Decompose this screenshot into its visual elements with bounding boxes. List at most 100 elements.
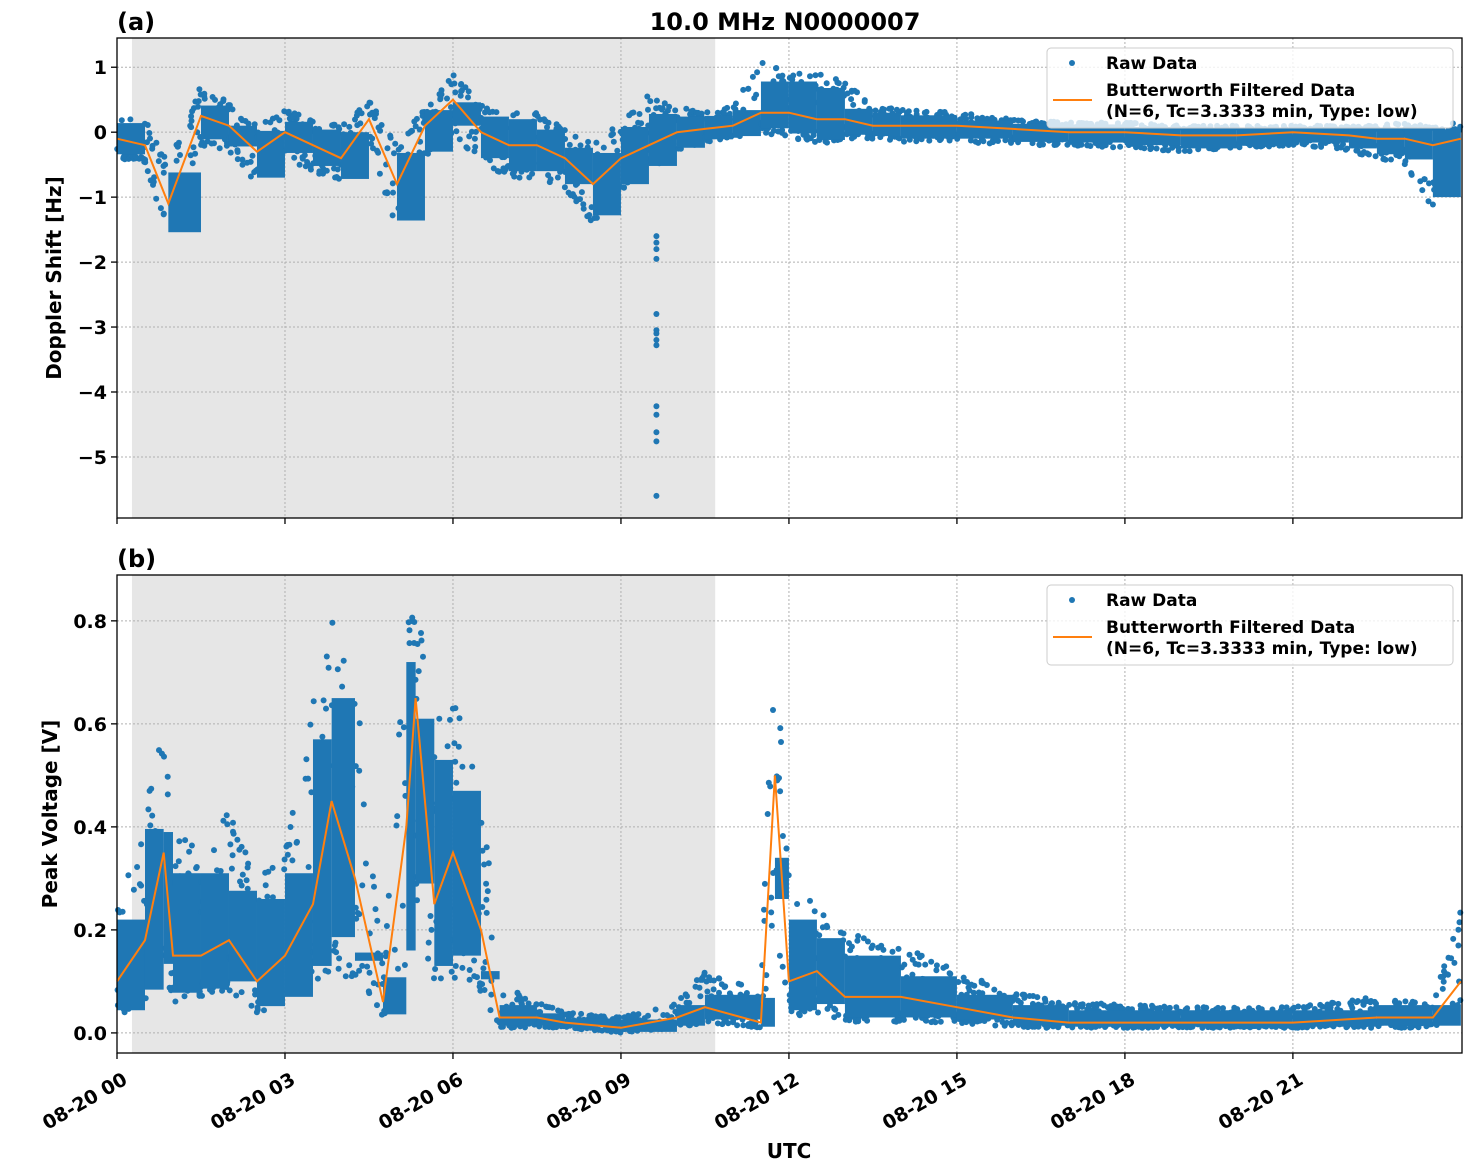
raw-data-core — [788, 81, 817, 134]
raw-point — [899, 107, 906, 113]
raw-point — [418, 630, 424, 636]
raw-point — [567, 192, 574, 199]
legend-label-raw: Raw Data — [1106, 591, 1197, 611]
raw-point — [608, 132, 615, 139]
raw-point — [832, 1006, 839, 1013]
raw-outlier-point — [653, 492, 660, 499]
raw-point — [252, 991, 259, 998]
raw-point — [395, 965, 401, 972]
raw-data-core — [1432, 129, 1461, 198]
raw-data-core — [620, 1019, 677, 1032]
raw-point — [229, 106, 236, 113]
raw-point — [323, 705, 329, 712]
raw-point — [554, 174, 561, 181]
raw-point — [281, 856, 288, 863]
raw-point — [459, 964, 466, 971]
raw-data-core — [1124, 126, 1181, 146]
raw-point — [974, 1018, 981, 1025]
raw-outlier-point — [653, 411, 660, 418]
raw-data-core — [956, 120, 1013, 139]
raw-point — [544, 1004, 551, 1011]
raw-point — [196, 86, 203, 93]
raw-point — [1017, 999, 1024, 1006]
raw-point — [209, 94, 216, 100]
raw-point — [495, 168, 501, 175]
raw-point — [1437, 973, 1444, 980]
raw-point — [794, 901, 801, 907]
panel-doppler: 1 0 −1 −2 −3 −4 −5 (a) Doppler Shift [Hz] Raw Dat… — [42, 8, 1464, 524]
raw-data-core — [816, 88, 845, 140]
raw-point — [1161, 1003, 1168, 1010]
raw-point — [208, 140, 215, 147]
raw-point — [880, 946, 887, 953]
raw-point — [546, 179, 553, 186]
raw-point — [922, 961, 929, 968]
raw-point — [261, 1007, 267, 1014]
raw-point — [291, 110, 298, 117]
raw-point — [151, 174, 158, 181]
raw-point — [334, 166, 341, 173]
raw-point — [481, 987, 488, 993]
legend-box — [1046, 47, 1454, 129]
raw-point — [314, 975, 321, 982]
raw-point — [534, 113, 541, 120]
raw-point — [418, 637, 425, 644]
raw-point — [707, 977, 714, 984]
raw-point — [941, 109, 948, 115]
raw-point — [229, 852, 236, 859]
raw-point — [448, 968, 455, 975]
raw-point — [239, 156, 246, 163]
raw-point — [397, 719, 404, 726]
raw-point — [768, 894, 775, 901]
raw-point — [341, 121, 348, 128]
raw-point — [335, 965, 342, 972]
raw-point — [451, 80, 458, 87]
raw-point — [906, 951, 913, 958]
raw-point — [431, 975, 437, 982]
raw-point — [572, 133, 579, 140]
raw-point — [216, 145, 223, 152]
raw-point — [578, 189, 585, 196]
raw-point — [585, 138, 592, 145]
raw-point — [479, 904, 486, 910]
raw-point — [393, 822, 400, 829]
raw-point — [697, 993, 704, 1000]
raw-point — [356, 911, 363, 918]
raw-data-core — [760, 81, 789, 129]
raw-point — [372, 906, 379, 913]
raw-point — [926, 137, 933, 144]
raw-point — [219, 987, 226, 994]
y-tick-label: 0.2 — [73, 920, 107, 942]
raw-data-core — [168, 172, 201, 233]
raw-point — [861, 97, 868, 104]
raw-point — [1034, 994, 1041, 1001]
raw-point — [660, 1012, 667, 1018]
raw-point — [181, 993, 188, 1000]
raw-point — [1354, 147, 1361, 154]
raw-point — [591, 1027, 598, 1034]
raw-point — [905, 108, 912, 115]
raw-point — [283, 843, 290, 850]
raw-point — [1055, 999, 1062, 1006]
raw-point — [287, 824, 294, 830]
raw-point — [471, 973, 478, 980]
raw-outlier-point — [653, 246, 660, 253]
raw-point — [239, 161, 246, 168]
legend-label-raw: Raw Data — [1106, 54, 1197, 74]
raw-point — [465, 88, 472, 95]
raw-point — [1137, 144, 1144, 151]
raw-point — [608, 1028, 615, 1035]
raw-point — [244, 885, 251, 892]
raw-point — [759, 60, 766, 66]
raw-point — [325, 664, 332, 671]
raw-point — [369, 135, 376, 142]
raw-point — [484, 105, 490, 112]
raw-point — [323, 653, 330, 660]
y-axis-label: Doppler Shift [Hz] — [42, 176, 66, 380]
raw-point — [352, 763, 359, 770]
raw-point — [149, 142, 156, 149]
raw-point — [1041, 995, 1048, 1002]
raw-point — [469, 763, 476, 770]
raw-point — [898, 964, 905, 971]
raw-point — [187, 152, 194, 159]
